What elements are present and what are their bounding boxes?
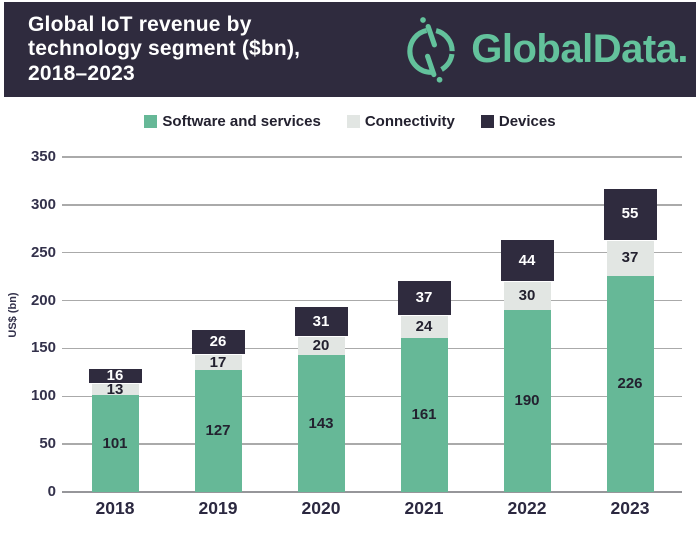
bar-value-label: 13 [106, 380, 124, 398]
bar-value-label: 55 [621, 205, 639, 223]
y-tick-label: 50 [39, 435, 56, 453]
bar-value-label: 26 [209, 333, 227, 351]
bar-2020: 143 20 31 [294, 306, 348, 492]
bar-2021: 161 24 37 [397, 279, 451, 492]
x-tick-label: 2021 [404, 498, 444, 518]
legend-label-software: Software and services [162, 113, 321, 130]
bar-value-label: 101 [102, 434, 128, 452]
legend-label-devices: Devices [498, 113, 556, 130]
chart-title: Global IoT revenue by technology segment… [28, 12, 301, 85]
gridline [62, 156, 682, 158]
gridline [62, 251, 682, 254]
legend: Software and services Connectivity Devic… [0, 113, 700, 130]
bar-segment-connectivity: 17 [194, 353, 242, 371]
bar-value-label: 44 [518, 251, 536, 269]
bar-segment-connectivity: 20 [297, 335, 345, 356]
header: Global IoT revenue by technology segment… [4, 2, 696, 97]
x-tick-label: 2023 [610, 498, 650, 518]
y-tick-label: 300 [30, 195, 56, 213]
gridline [62, 299, 682, 302]
bar-segment-connectivity: 30 [503, 281, 551, 311]
bar-segment-devices: 26 [191, 329, 245, 355]
bar-value-label: 37 [621, 249, 639, 267]
legend-item-connectivity: Connectivity [346, 113, 455, 130]
gridline [62, 443, 682, 445]
legend-item-software: Software and services [144, 113, 321, 130]
bar-2018: 101 13 16 [88, 366, 142, 492]
globaldata-logo-icon [407, 16, 455, 83]
bar-2022: 190 30 44 [500, 239, 554, 492]
x-axis-line [62, 490, 682, 494]
bar-segment-devices: 37 [397, 279, 451, 315]
y-tick-label: 200 [30, 291, 56, 309]
bar-2019: 127 17 26 [191, 329, 245, 492]
bar-value-label: 17 [209, 353, 227, 371]
bar-segment-software-and-services: 143 [297, 355, 345, 492]
legend-swatch-connectivity [346, 115, 360, 128]
bar-segment-devices: 55 [603, 187, 657, 241]
legend-swatch-software [144, 115, 158, 128]
bar-value-label: 30 [518, 287, 536, 305]
bar-segment-software-and-services: 127 [194, 370, 242, 492]
bar-segment-software-and-services: 161 [400, 337, 448, 492]
bar-value-label: 161 [411, 405, 437, 423]
bar-segment-devices: 31 [294, 306, 348, 336]
bar-value-label: 226 [617, 374, 643, 392]
y-tick-label: 0 [47, 483, 56, 500]
bar-segment-software-and-services: 190 [503, 310, 551, 492]
bar-segment-connectivity: 24 [400, 314, 448, 338]
x-tick-label: 2019 [198, 498, 238, 518]
bar-value-label: 190 [514, 392, 540, 410]
bar-value-label: 24 [415, 317, 433, 335]
gridline [62, 204, 682, 206]
gridline [62, 347, 682, 350]
bar-segment-software-and-services: 226 [606, 275, 654, 492]
y-tick-label: 150 [30, 339, 56, 357]
x-tick-label: 2022 [507, 498, 547, 518]
bar-value-label: 20 [312, 337, 330, 355]
bar-2023: 226 37 55 [603, 187, 657, 492]
bar-value-label: 127 [205, 422, 231, 440]
legend-swatch-devices [480, 115, 494, 128]
bar-segment-devices: 44 [500, 239, 554, 282]
gridline [62, 395, 682, 398]
y-tick-label: 250 [30, 243, 56, 261]
bar-value-label: 31 [312, 312, 330, 330]
bar-value-label: 16 [106, 366, 124, 384]
globaldata-logo: GlobalData. [399, 10, 688, 90]
y-tick-label: 100 [30, 387, 56, 405]
legend-label-connectivity: Connectivity [364, 113, 455, 130]
x-tick-label: 2020 [301, 498, 341, 518]
legend-item-devices: Devices [480, 113, 556, 130]
globaldata-logo-text: GlobalData. [471, 27, 688, 71]
x-tick-label: 2018 [95, 498, 135, 518]
bar-value-label: 37 [415, 288, 433, 306]
y-tick-label: 350 [30, 148, 56, 165]
bar-segment-software-and-services: 101 [91, 395, 139, 492]
bar-segment-connectivity: 13 [91, 380, 139, 398]
bar-value-label: 143 [308, 414, 334, 432]
bar-segment-connectivity: 37 [606, 240, 654, 276]
bar-segment-devices: 16 [88, 366, 142, 384]
